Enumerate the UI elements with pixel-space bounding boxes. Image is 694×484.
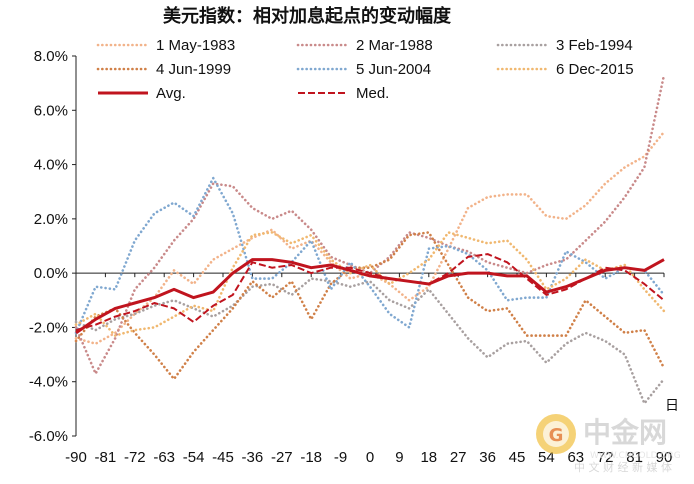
legend-label-5: 5 Jun-2004: [356, 61, 431, 78]
y-tick-label: -2.0%: [29, 319, 68, 336]
x-tick-label: 90: [656, 449, 673, 466]
watermark-logo: G 中金网 WWW.CNGOLD.ORG 中 文 财 经 新 媒 体: [536, 414, 681, 474]
y-tick-label: 0.0%: [34, 265, 68, 282]
x-tick-label: 0: [366, 449, 374, 466]
series-line-7: [75, 258, 665, 335]
x-tick-label: 9: [395, 449, 403, 466]
axes: [75, 56, 664, 436]
watermark-tagline: 中 文 财 经 新 媒 体: [574, 460, 672, 474]
x-tick-label: 45: [509, 449, 526, 466]
x-tick-label: 18: [420, 449, 437, 466]
watermark-url: WWW.CNGOLD.ORG: [590, 451, 681, 461]
legend-label-7: Avg.: [156, 85, 186, 102]
legend-label-2: 2 Mar-1988: [356, 37, 433, 54]
series-line-1: [74, 130, 666, 345]
x-tick-label: 63: [567, 449, 584, 466]
y-tick-label: 4.0%: [34, 157, 68, 174]
x-tick-label: -54: [183, 449, 205, 466]
y-axis-ticks: -6.0% -4.0% -2.0% 0.0% 2.0% 4.0% 6.0% 8.0%: [29, 48, 76, 445]
legend-label-6: 6 Dec-2015: [556, 61, 634, 78]
series-line-4: [74, 231, 666, 381]
x-tick-label: -72: [124, 449, 146, 466]
x-tick-label: -18: [300, 449, 322, 466]
legend: 1 May-1983 2 Mar-1988 3 Feb-1994 4 Jun-1999…: [96, 37, 634, 102]
x-tick-label: -81: [95, 449, 117, 466]
y-tick-label: 8.0%: [34, 48, 68, 65]
x-tick-label: -90: [65, 449, 87, 466]
x-tick-label: 72: [597, 449, 614, 466]
y-tick-label: -4.0%: [29, 374, 68, 391]
x-axis-ticks: -90 -81 -72 -63 -54 -45 -36 -27 -18 -9 0 9 18 27 36 45 5…: [65, 273, 672, 466]
y-tick-label: 6.0%: [34, 102, 68, 119]
y-tick-label: 2.0%: [34, 211, 68, 228]
series-line-5: [74, 176, 666, 335]
series-line-8: [75, 253, 665, 332]
x-tick-label: -36: [242, 449, 264, 466]
legend-label-3: 3 Feb-1994: [556, 37, 633, 54]
legend-label-1: 1 May-1983: [156, 37, 235, 54]
series-lines: [74, 73, 666, 405]
y-tick-label: -6.0%: [29, 428, 68, 445]
x-tick-label: 81: [626, 449, 643, 466]
watermark-brand: 中金网: [583, 416, 667, 449]
chart-title: 美元指数：相对加息起点的变动幅度: [163, 5, 452, 27]
svg-text:G: G: [549, 425, 564, 446]
x-axis-unit-label: 日: [665, 398, 679, 414]
x-tick-label: -63: [153, 449, 175, 466]
series-line-3: [74, 277, 666, 405]
legend-label-4: 4 Jun-1999: [156, 61, 231, 78]
x-tick-label: -9: [334, 449, 347, 466]
x-tick-label: -45: [212, 449, 234, 466]
x-tick-label: 27: [450, 449, 467, 466]
x-tick-label: 54: [538, 449, 555, 466]
x-tick-label: -27: [271, 449, 293, 466]
series-line-2: [74, 73, 666, 375]
legend-label-8: Med.: [356, 85, 389, 102]
x-tick-label: 36: [479, 449, 496, 466]
series-line-6: [74, 231, 666, 337]
